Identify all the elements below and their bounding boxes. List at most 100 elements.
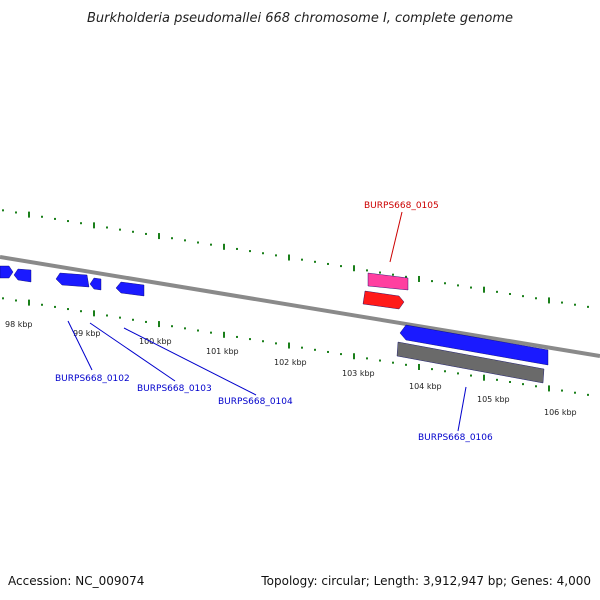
tick-label: 100 kbp <box>139 337 172 346</box>
gene-arrow[interactable] <box>13 268 32 283</box>
tick-mark <box>301 346 303 349</box>
tick-mark <box>2 297 4 300</box>
tick-mark <box>28 211 30 218</box>
tick-mark <box>431 368 433 371</box>
gene-leader-line <box>89 322 176 382</box>
tick-mark <box>93 310 95 317</box>
tick-mark <box>522 295 524 298</box>
genome-summary-text: Topology: circular; Length: 3,912,947 bp… <box>260 574 591 588</box>
tick-mark <box>158 321 160 328</box>
tick-mark <box>106 226 108 229</box>
gene-arrow[interactable] <box>399 324 549 366</box>
tick-mark <box>353 353 355 360</box>
tick-mark <box>236 247 238 250</box>
tick-label: 102 kbp <box>274 358 307 367</box>
gene-leader-line <box>67 320 93 371</box>
gene-label[interactable]: BURPS668_0105 <box>364 201 439 211</box>
tick-mark <box>483 286 485 293</box>
tick-mark <box>145 232 147 235</box>
tick-mark <box>431 280 433 283</box>
tick-mark <box>353 265 355 272</box>
gene-arrow[interactable] <box>115 281 145 297</box>
tick-label-group: 98 kbp 99 kbp 100 kbp 101 kbp 102 kbp 103 kbp… <box>5 320 577 417</box>
gene-arrow[interactable] <box>55 272 90 288</box>
rna-gene[interactable] <box>362 290 405 310</box>
tick-mark <box>171 237 173 240</box>
tick-mark <box>288 254 290 261</box>
tick-mark <box>132 230 134 233</box>
tick-mark <box>119 228 121 231</box>
tick-mark <box>405 275 407 278</box>
tick-mark <box>288 342 290 349</box>
tick-mark <box>119 316 121 319</box>
tick-mark <box>587 305 589 308</box>
tick-mark <box>197 329 199 332</box>
tick-mark <box>496 290 498 293</box>
tick-mark <box>561 301 563 304</box>
tick-mark <box>444 282 446 285</box>
tick-mark <box>366 357 368 360</box>
tick-mark <box>522 383 524 386</box>
tick-mark <box>392 273 394 276</box>
tick-mark <box>327 350 329 353</box>
tick-mark <box>2 209 4 212</box>
tick-mark <box>210 243 212 246</box>
gene-arrow[interactable] <box>89 277 102 291</box>
tick-mark <box>340 353 342 356</box>
map-title: Burkholderia pseudomallei 668 chromosome… <box>87 11 513 26</box>
tick-label: 101 kbp <box>206 347 239 356</box>
tick-mark <box>54 217 56 220</box>
tick-mark <box>275 254 277 257</box>
tick-mark <box>249 338 251 341</box>
tick-mark <box>67 308 69 311</box>
tick-mark <box>145 320 147 323</box>
tick-mark <box>496 378 498 381</box>
tick-mark <box>197 241 199 244</box>
tick-mark <box>444 370 446 373</box>
gene-bar[interactable] <box>396 341 545 384</box>
tick-label: 105 kbp <box>477 395 510 404</box>
gene-label[interactable]: BURPS668_0102 <box>55 374 130 384</box>
tick-mark <box>28 299 30 306</box>
tick-mark <box>418 275 420 282</box>
tick-mark <box>548 297 550 304</box>
inner-tick-track <box>2 297 589 396</box>
tick-mark <box>535 297 537 300</box>
tick-mark <box>15 299 17 302</box>
tick-label: 98 kbp <box>5 320 33 329</box>
tick-mark <box>535 385 537 388</box>
rna-gene[interactable] <box>367 272 409 291</box>
tick-mark <box>41 303 43 306</box>
tick-label: 103 kbp <box>342 369 375 378</box>
tick-mark <box>249 250 251 253</box>
tick-label: 106 kbp <box>544 408 577 417</box>
tick-mark <box>392 361 394 364</box>
tick-mark <box>561 389 563 392</box>
gene-label[interactable]: BURPS668_0106 <box>418 433 493 443</box>
tick-mark <box>340 265 342 268</box>
tick-mark <box>158 233 160 240</box>
gene-arrow[interactable] <box>0 265 14 279</box>
gene-leader-line <box>123 327 257 396</box>
gene-label[interactable]: BURPS668_0103 <box>137 384 212 394</box>
gene-leader-line <box>457 386 467 432</box>
tick-mark <box>574 303 576 306</box>
tick-mark <box>314 348 316 351</box>
tick-mark <box>509 292 511 295</box>
tick-mark <box>15 211 17 214</box>
tick-mark <box>236 335 238 338</box>
tick-mark <box>509 380 511 383</box>
tick-mark <box>80 222 82 225</box>
tick-mark <box>223 243 225 250</box>
chromosome-backbone <box>0 255 600 358</box>
tick-mark <box>301 258 303 261</box>
tick-mark <box>548 385 550 392</box>
tick-mark <box>80 310 82 313</box>
gene-label[interactable]: BURPS668_0104 <box>218 397 293 407</box>
tick-mark <box>93 222 95 229</box>
feature-track <box>0 265 549 384</box>
outer-tick-track <box>2 209 589 308</box>
tick-mark <box>54 305 56 308</box>
tick-mark <box>223 331 225 338</box>
